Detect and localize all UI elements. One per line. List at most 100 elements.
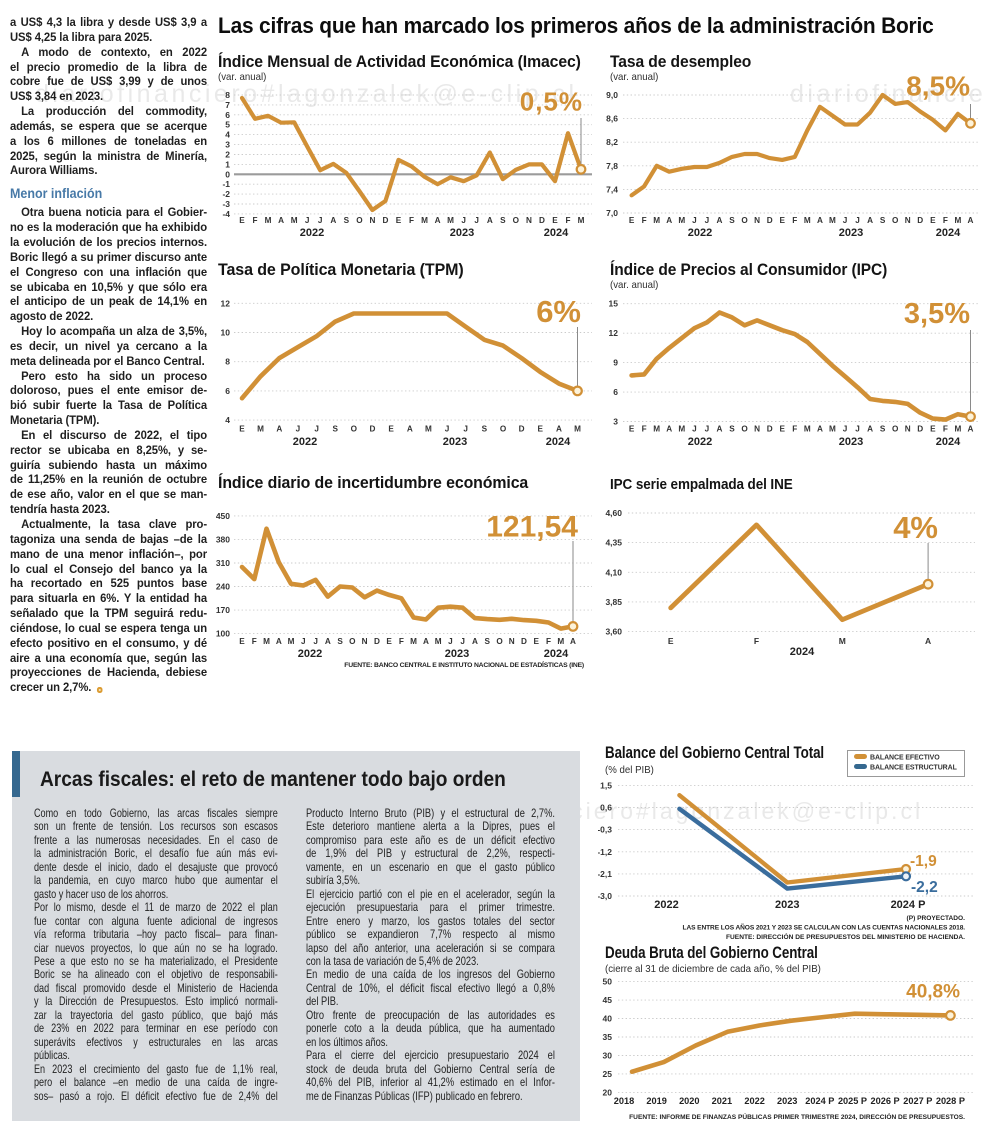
svg-text:8: 8 bbox=[225, 90, 230, 100]
svg-text:2024: 2024 bbox=[546, 436, 571, 448]
svg-text:40,8%: 40,8% bbox=[906, 982, 960, 1003]
svg-text:-1,9: -1,9 bbox=[910, 853, 937, 870]
svg-text:M: M bbox=[839, 636, 846, 646]
svg-text:-4: -4 bbox=[222, 209, 230, 219]
svg-text:S: S bbox=[344, 216, 350, 225]
svg-text:-3,0: -3,0 bbox=[598, 891, 612, 901]
svg-text:N: N bbox=[905, 216, 911, 225]
svg-text:F: F bbox=[546, 637, 551, 646]
svg-text:N: N bbox=[362, 637, 368, 646]
svg-text:FUENTE: INFORME DE FINANZAS PÚ: FUENTE: INFORME DE FINANZAS PÚBLICAS PRI… bbox=[629, 1112, 965, 1121]
svg-text:J: J bbox=[445, 425, 450, 434]
svg-text:4%: 4% bbox=[893, 510, 938, 545]
svg-text:O: O bbox=[741, 216, 748, 225]
svg-text:3,60: 3,60 bbox=[605, 627, 622, 637]
svg-text:F: F bbox=[565, 216, 570, 225]
svg-text:A: A bbox=[276, 637, 282, 646]
svg-text:F: F bbox=[409, 216, 414, 225]
svg-text:2023: 2023 bbox=[839, 436, 863, 448]
svg-text:A: A bbox=[717, 216, 723, 225]
svg-text:A: A bbox=[435, 216, 441, 225]
svg-text:8: 8 bbox=[225, 357, 230, 367]
svg-text:2019: 2019 bbox=[646, 1096, 666, 1106]
svg-text:F: F bbox=[792, 425, 797, 434]
svg-text:F: F bbox=[252, 637, 257, 646]
svg-text:D: D bbox=[767, 216, 773, 225]
svg-text:O: O bbox=[892, 216, 899, 225]
svg-text:A: A bbox=[968, 216, 974, 225]
svg-text:-3: -3 bbox=[222, 199, 230, 209]
svg-text:M: M bbox=[653, 425, 660, 434]
svg-text:E: E bbox=[537, 425, 543, 434]
svg-text:2022: 2022 bbox=[654, 899, 678, 911]
svg-text:A: A bbox=[666, 216, 672, 225]
svg-text:1: 1 bbox=[225, 159, 230, 169]
svg-text:FUENTE: BANCO CENTRAL E INSTIT: FUENTE: BANCO CENTRAL E INSTITUTO NACION… bbox=[344, 660, 584, 669]
svg-text:E: E bbox=[930, 216, 936, 225]
svg-text:7,4: 7,4 bbox=[606, 184, 618, 194]
svg-text:2028 P: 2028 P bbox=[936, 1096, 965, 1106]
svg-text:4: 4 bbox=[225, 130, 230, 140]
svg-text:M: M bbox=[829, 425, 836, 434]
svg-text:A: A bbox=[867, 216, 873, 225]
svg-text:2025 P: 2025 P bbox=[838, 1096, 867, 1106]
svg-text:0,6: 0,6 bbox=[600, 803, 612, 813]
svg-text:E: E bbox=[779, 425, 785, 434]
svg-text:O: O bbox=[356, 216, 363, 225]
svg-text:O: O bbox=[351, 425, 358, 434]
svg-text:-2: -2 bbox=[222, 189, 230, 199]
svg-text:M: M bbox=[410, 637, 417, 646]
svg-text:A: A bbox=[276, 425, 282, 434]
svg-text:E: E bbox=[388, 425, 394, 434]
svg-text:12: 12 bbox=[609, 328, 619, 338]
svg-text:D: D bbox=[382, 216, 388, 225]
svg-text:2022: 2022 bbox=[298, 648, 322, 660]
svg-text:12: 12 bbox=[221, 298, 231, 308]
svg-text:6%: 6% bbox=[536, 294, 581, 329]
svg-text:J: J bbox=[301, 637, 306, 646]
svg-text:-2,2: -2,2 bbox=[911, 879, 938, 896]
svg-text:A: A bbox=[666, 425, 672, 434]
svg-text:N: N bbox=[526, 216, 532, 225]
svg-text:S: S bbox=[729, 425, 735, 434]
svg-text:2022: 2022 bbox=[688, 227, 712, 239]
svg-text:450: 450 bbox=[216, 511, 230, 521]
svg-text:E: E bbox=[533, 637, 539, 646]
svg-text:A: A bbox=[407, 425, 413, 434]
svg-text:2024: 2024 bbox=[544, 648, 569, 660]
svg-text:D: D bbox=[917, 216, 923, 225]
svg-text:A: A bbox=[570, 637, 576, 646]
svg-text:J: J bbox=[705, 216, 710, 225]
svg-text:E: E bbox=[629, 425, 635, 434]
svg-text:4,10: 4,10 bbox=[605, 567, 622, 577]
svg-text:9: 9 bbox=[613, 358, 618, 368]
svg-text:E: E bbox=[239, 637, 245, 646]
svg-text:4,35: 4,35 bbox=[605, 538, 622, 548]
svg-text:J: J bbox=[855, 425, 860, 434]
svg-text:M: M bbox=[447, 216, 454, 225]
svg-text:J: J bbox=[705, 425, 710, 434]
svg-text:2022: 2022 bbox=[293, 436, 317, 448]
svg-text:M: M bbox=[265, 216, 272, 225]
svg-text:6: 6 bbox=[613, 387, 618, 397]
svg-text:M: M bbox=[954, 425, 961, 434]
svg-text:J: J bbox=[692, 216, 697, 225]
svg-text:50: 50 bbox=[603, 977, 613, 987]
svg-text:J: J bbox=[448, 637, 453, 646]
svg-text:S: S bbox=[337, 637, 343, 646]
svg-text:N: N bbox=[754, 216, 760, 225]
svg-text:A: A bbox=[968, 425, 974, 434]
svg-text:J: J bbox=[314, 425, 319, 434]
svg-text:E: E bbox=[396, 216, 402, 225]
svg-text:O: O bbox=[500, 425, 507, 434]
svg-text:N: N bbox=[905, 425, 911, 434]
svg-text:E: E bbox=[239, 216, 245, 225]
svg-text:O: O bbox=[741, 425, 748, 434]
svg-text:2023: 2023 bbox=[839, 227, 863, 239]
svg-text:2018: 2018 bbox=[614, 1096, 634, 1106]
svg-text:S: S bbox=[332, 425, 338, 434]
svg-text:M: M bbox=[557, 637, 564, 646]
svg-text:F: F bbox=[642, 425, 647, 434]
svg-text:E: E bbox=[779, 216, 785, 225]
svg-text:8,2: 8,2 bbox=[606, 137, 618, 147]
